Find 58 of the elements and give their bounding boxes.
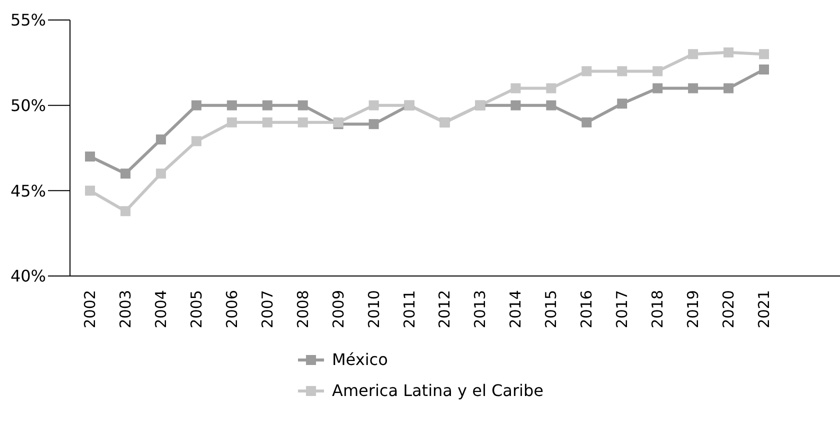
x-tick-label: 2004 xyxy=(152,290,170,328)
point xyxy=(510,83,521,94)
point xyxy=(688,83,698,94)
y-tick-label: 45% xyxy=(10,181,46,200)
x-tick-label: 2007 xyxy=(258,290,276,328)
point xyxy=(226,100,237,110)
point xyxy=(262,117,272,128)
point xyxy=(652,83,663,94)
x-tick-label: 2016 xyxy=(578,290,596,328)
x-tick-label: 2020 xyxy=(720,290,738,328)
point xyxy=(617,98,628,109)
x-tick-label: 2011 xyxy=(400,290,418,328)
point xyxy=(156,134,166,144)
x-tick-label: 2015 xyxy=(542,290,560,328)
point xyxy=(546,100,556,110)
point xyxy=(510,100,521,110)
point xyxy=(759,64,769,74)
point xyxy=(298,117,308,128)
point xyxy=(120,168,130,179)
x-tick-label: 2013 xyxy=(471,290,490,328)
legend-label: America Latina y el Caribe xyxy=(332,381,544,400)
point xyxy=(226,117,237,128)
x-tick-label: 2008 xyxy=(294,290,312,328)
point xyxy=(120,206,130,216)
point xyxy=(688,49,698,60)
point xyxy=(85,186,95,196)
point xyxy=(724,47,734,58)
x-tick-label: 2005 xyxy=(187,290,206,328)
x-tick-label: 2018 xyxy=(648,290,667,328)
x-tick-label: 2009 xyxy=(329,290,348,328)
point xyxy=(724,83,734,94)
point xyxy=(368,100,379,110)
point xyxy=(85,152,95,162)
x-tick-label: 2012 xyxy=(436,290,454,328)
point xyxy=(368,119,379,130)
x-tick-label: 2003 xyxy=(116,290,134,328)
point xyxy=(759,49,769,60)
x-tick-label: 2019 xyxy=(684,290,702,328)
point xyxy=(652,66,663,76)
x-tick-label: 2006 xyxy=(222,290,241,328)
legend-label: México xyxy=(332,350,388,369)
point xyxy=(191,100,202,110)
point xyxy=(156,168,166,179)
point xyxy=(582,66,592,76)
x-tick-label: 2010 xyxy=(364,290,383,328)
point xyxy=(298,100,308,110)
point xyxy=(191,136,202,146)
point xyxy=(582,117,592,128)
y-tick-label: 40% xyxy=(10,266,46,286)
x-tick-label: 2021 xyxy=(755,290,773,328)
y-tick-label: 55% xyxy=(10,10,46,30)
x-tick-label: 2014 xyxy=(506,290,525,328)
point xyxy=(617,66,628,76)
x-tick-label: 2002 xyxy=(81,290,99,328)
x-tick-label: 2017 xyxy=(613,290,632,328)
y-tick-label: 50% xyxy=(10,96,46,116)
point xyxy=(262,100,272,110)
point xyxy=(546,83,556,94)
